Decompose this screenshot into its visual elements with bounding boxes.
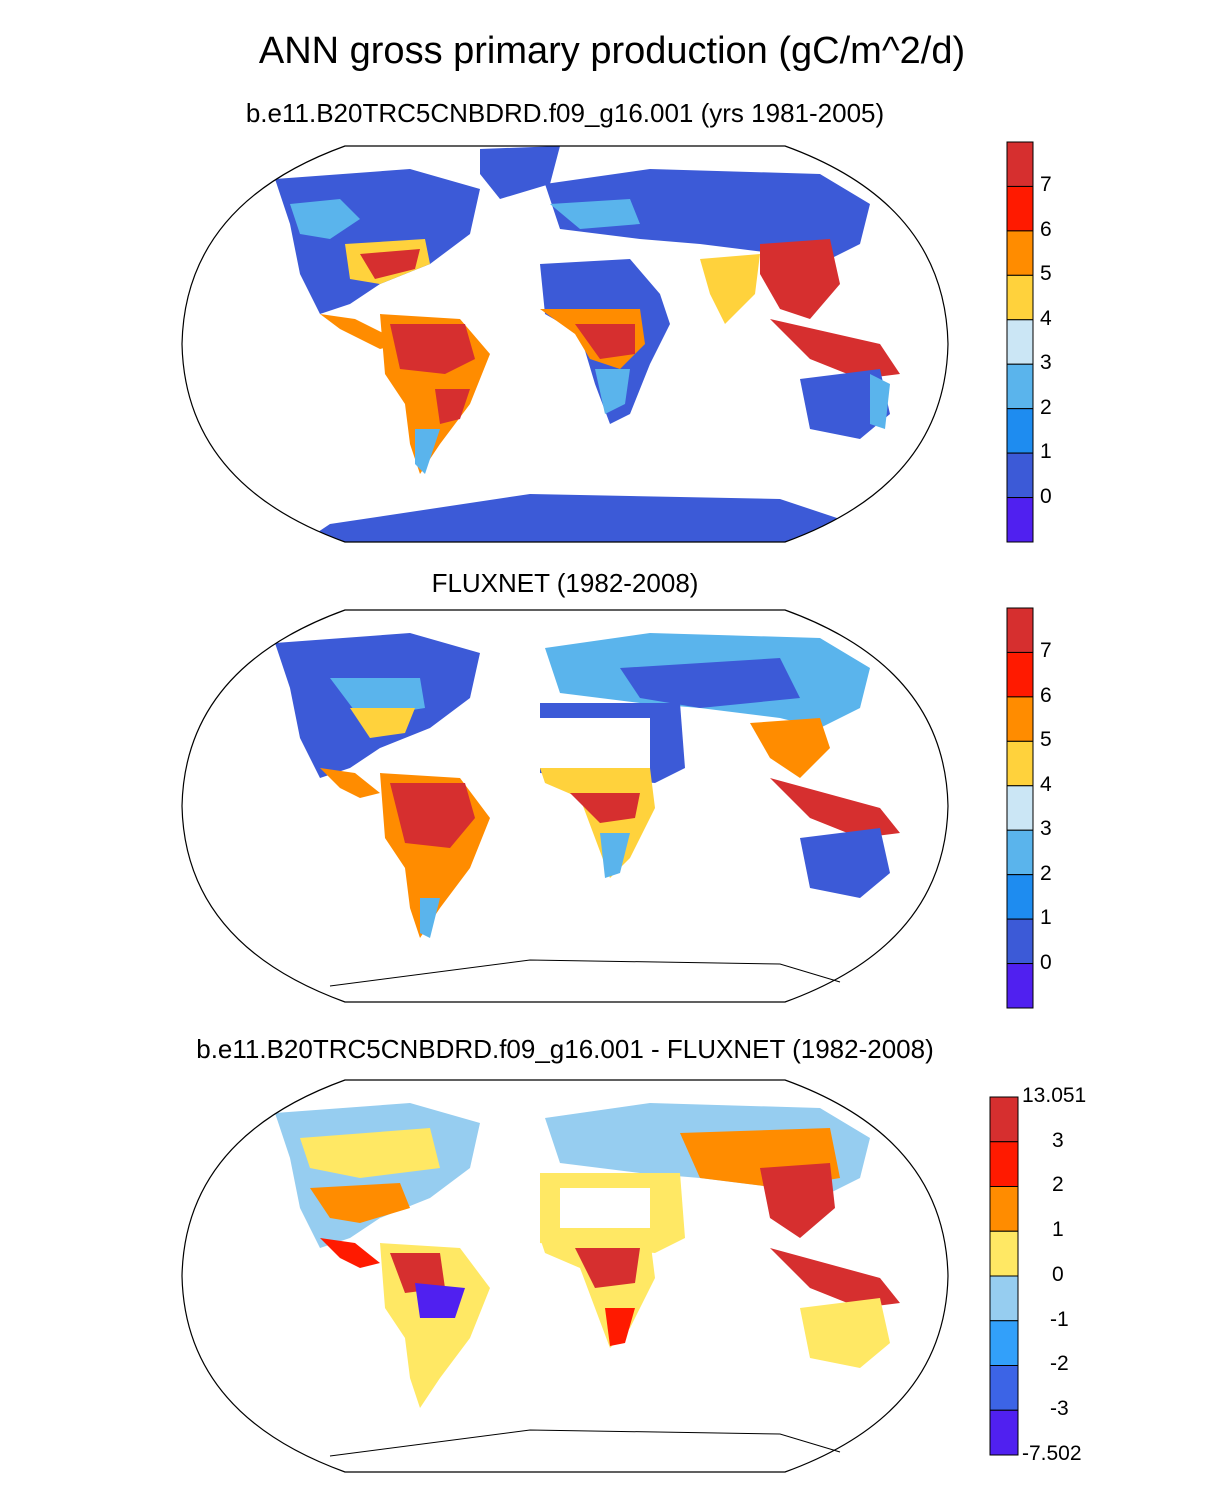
panel-title-diff: b.e11.B20TRC5CNBDRD.f09_g16.001 - FLUXNE… <box>196 1034 934 1064</box>
colorbar-tick-label: -1 <box>1050 1307 1069 1331</box>
colorbar-box <box>989 1409 1019 1456</box>
colorbar-tick-label: 2 <box>1040 861 1052 885</box>
colorbar-tick-label: -2 <box>1050 1352 1069 1376</box>
map-obs <box>181 609 949 1003</box>
colorbar-tick-label: 3 <box>1052 1128 1064 1152</box>
colorbar-model <box>1006 141 1034 543</box>
colorbar-tick-label: -3 <box>1050 1396 1069 1420</box>
colorbar-box <box>1006 141 1034 187</box>
colorbar-tick-label: 1 <box>1040 440 1052 463</box>
colorbar-box <box>1006 185 1034 232</box>
colorbar-tick-label: 2 <box>1040 395 1052 419</box>
colorbar-box <box>1006 363 1034 410</box>
colorbar-box <box>1006 874 1034 920</box>
colorbar-tick-label: 6 <box>1040 217 1052 241</box>
colorbar-boxes <box>1006 141 1034 543</box>
colorbar-tick-label: -7.502 <box>1022 1441 1082 1465</box>
panel-title-model: b.e11.B20TRC5CNBDRD.f09_g16.001 (yrs 198… <box>245 98 885 128</box>
colorbar-box <box>989 1141 1019 1187</box>
colorbar-box <box>1006 829 1034 876</box>
colorbar-box <box>1006 918 1034 965</box>
colorbar-tick-label: 3 <box>1040 351 1052 374</box>
colorbar-box <box>989 1365 1019 1411</box>
colorbar-box <box>989 1230 1019 1277</box>
colorbar-box <box>1006 740 1034 787</box>
colorbar-box <box>1006 651 1034 698</box>
colorbar-box <box>1006 607 1034 653</box>
colorbar-box <box>1006 696 1034 742</box>
colorbar-box <box>1006 497 1034 543</box>
colorbar-tick-label: 13.051 <box>1022 1084 1087 1107</box>
colorbar-tick-label: 1 <box>1052 1218 1064 1242</box>
colorbar-box <box>989 1186 1019 1232</box>
colorbar-diff <box>989 1096 1019 1456</box>
colorbar-tick-label: 3 <box>1040 817 1052 840</box>
colorbar-tick-label: 1 <box>1040 906 1052 929</box>
colorbar-boxes <box>989 1096 1019 1456</box>
colorbar-tick-label: 5 <box>1040 728 1052 751</box>
colorbar-tick-label: 4 <box>1040 772 1052 796</box>
map-model <box>181 145 949 543</box>
colorbar-obs <box>1006 607 1034 1009</box>
figure-title: ANN gross primary production (gC/m^2/d) <box>258 30 966 72</box>
map-diff <box>181 1079 949 1473</box>
colorbar-box <box>1006 274 1034 321</box>
colorbar-tick-label: 7 <box>1040 173 1052 196</box>
colorbar-tick-label: 4 <box>1040 306 1052 330</box>
colorbar-tick-label: 0 <box>1040 950 1052 974</box>
colorbar-tick-label: 0 <box>1040 484 1052 508</box>
colorbar-box <box>1006 785 1034 831</box>
colorbar-tick-label: 7 <box>1040 639 1052 662</box>
colorbar-box <box>1006 408 1034 454</box>
colorbar-boxes <box>1006 607 1034 1009</box>
colorbar-box <box>1006 452 1034 499</box>
colorbar-tick-label: 5 <box>1040 262 1052 285</box>
colorbar-tick-label: 6 <box>1040 683 1052 707</box>
colorbar-tick-label: 2 <box>1052 1173 1064 1197</box>
panel-title-obs: FLUXNET (1982-2008) <box>431 568 699 598</box>
colorbar-box <box>1006 319 1034 365</box>
colorbar-box <box>989 1096 1019 1143</box>
colorbar-box <box>1006 230 1034 276</box>
colorbar-box <box>989 1275 1019 1322</box>
colorbar-box <box>1006 963 1034 1009</box>
colorbar-box <box>989 1320 1019 1366</box>
colorbar-tick-label: 0 <box>1052 1262 1064 1286</box>
